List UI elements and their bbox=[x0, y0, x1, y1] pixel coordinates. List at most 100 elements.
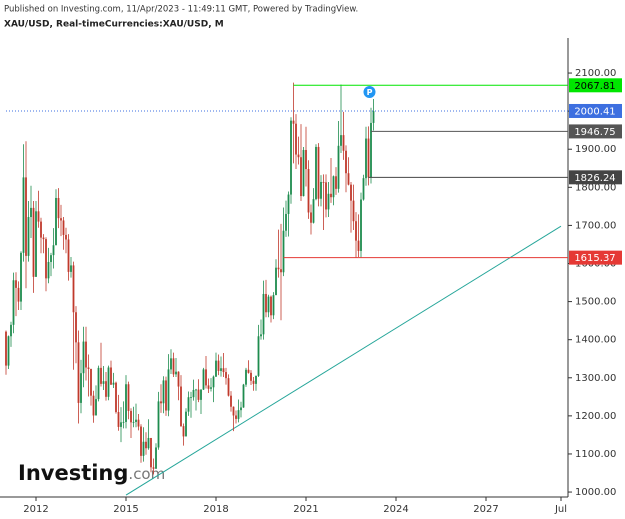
candle-body bbox=[255, 375, 257, 384]
logo-main: Investing bbox=[18, 461, 128, 485]
candle-body bbox=[155, 447, 157, 469]
candle-body bbox=[282, 230, 285, 273]
y-tick-label: 1200.00 bbox=[575, 411, 616, 422]
candle-body bbox=[312, 199, 315, 223]
candle-body bbox=[107, 367, 110, 397]
candle-body bbox=[25, 177, 27, 256]
price-label-box bbox=[569, 170, 622, 185]
candle-body bbox=[362, 178, 365, 200]
candle-body bbox=[40, 221, 42, 238]
candle-body bbox=[237, 410, 240, 419]
candle-body bbox=[50, 255, 52, 262]
candle-body bbox=[212, 376, 215, 388]
candle-body bbox=[77, 342, 80, 403]
candle-body bbox=[365, 138, 367, 179]
candle-body bbox=[225, 372, 227, 379]
candle-body bbox=[325, 182, 327, 210]
candle-body bbox=[162, 380, 165, 404]
candle-body bbox=[152, 467, 155, 469]
candle-body bbox=[290, 120, 292, 195]
candle-body bbox=[350, 184, 352, 201]
candle-body bbox=[112, 382, 115, 385]
candle-body bbox=[57, 197, 60, 219]
candle-body bbox=[187, 397, 190, 412]
candle-body bbox=[330, 193, 332, 198]
marker-icon bbox=[363, 85, 376, 98]
candle-body bbox=[202, 369, 205, 390]
candle-body bbox=[320, 181, 322, 199]
candle-body bbox=[272, 295, 275, 316]
candle-body bbox=[30, 207, 32, 218]
candle-body bbox=[115, 382, 117, 413]
candle-body bbox=[270, 296, 272, 316]
candle-body bbox=[17, 287, 20, 302]
candle-body bbox=[67, 239, 70, 272]
candle-body bbox=[60, 218, 62, 221]
candle-body bbox=[37, 211, 40, 222]
y-tick-label: 1100.00 bbox=[575, 449, 616, 460]
candle-body bbox=[167, 369, 170, 411]
candle-body bbox=[185, 411, 187, 437]
x-tick-label: 2021 bbox=[293, 504, 318, 515]
candle-body bbox=[175, 371, 177, 375]
candle-body bbox=[367, 138, 370, 178]
candle-body bbox=[80, 373, 82, 403]
candle-body bbox=[150, 437, 152, 468]
price-label-box bbox=[569, 78, 622, 93]
candle-body bbox=[252, 380, 255, 384]
candle-body bbox=[5, 331, 7, 366]
price-label: 2067.81 bbox=[574, 81, 615, 92]
candle-body bbox=[322, 181, 325, 183]
candle-body bbox=[132, 421, 135, 423]
price-label: 1826.24 bbox=[574, 173, 615, 184]
candle-body bbox=[172, 358, 175, 375]
candle-body bbox=[65, 234, 67, 240]
candle-body bbox=[75, 312, 77, 343]
candle-body bbox=[130, 410, 132, 423]
symbol-title: XAU/USD, Real-timeCurrencies:XAU/USD, M bbox=[4, 20, 224, 30]
candle-body bbox=[95, 399, 97, 416]
y-tick-label: 1900.00 bbox=[575, 144, 616, 155]
candle-body bbox=[27, 217, 30, 256]
logo: Investing.com bbox=[18, 461, 165, 485]
candle-body bbox=[92, 395, 95, 416]
candle-body bbox=[262, 293, 265, 335]
candle-body bbox=[310, 212, 312, 223]
candle-body bbox=[302, 149, 305, 197]
price-label-box bbox=[569, 250, 622, 265]
x-tick-label: 2018 bbox=[203, 504, 228, 515]
candle-body bbox=[207, 385, 210, 389]
candle-body bbox=[305, 149, 307, 170]
candle-body bbox=[190, 397, 192, 399]
candle-body bbox=[142, 441, 145, 456]
price-label-box bbox=[569, 103, 622, 118]
candle-body bbox=[15, 280, 17, 288]
candle-body bbox=[245, 369, 247, 385]
trend-line bbox=[125, 225, 562, 496]
candle-body bbox=[105, 381, 107, 397]
candle-body bbox=[227, 378, 230, 396]
published-note: Published on Investing.com, 11/Apr/2023 … bbox=[4, 5, 358, 15]
candle-body bbox=[32, 207, 35, 277]
x-tick-label: 2027 bbox=[473, 504, 498, 515]
candle-body bbox=[217, 360, 220, 371]
candle-body bbox=[55, 197, 57, 246]
candle-body bbox=[370, 122, 372, 178]
candle-body bbox=[275, 267, 277, 296]
candle-body bbox=[97, 367, 100, 400]
y-tick-label: 1700.00 bbox=[575, 220, 616, 231]
candle-body bbox=[137, 419, 140, 427]
candle-body bbox=[62, 220, 65, 235]
y-tick-label: 1000.00 bbox=[575, 487, 616, 498]
candle-body bbox=[315, 146, 317, 200]
y-tick-label: 1500.00 bbox=[575, 297, 616, 308]
candle-body bbox=[90, 369, 92, 396]
candle-body bbox=[85, 341, 87, 368]
candle-body bbox=[122, 421, 125, 423]
candle-body bbox=[372, 111, 375, 123]
candle-body bbox=[240, 407, 242, 411]
price-label: 1615.37 bbox=[574, 253, 615, 264]
candle-body bbox=[160, 401, 162, 404]
price-label: 2000.41 bbox=[574, 106, 615, 117]
candle-body bbox=[337, 145, 340, 189]
